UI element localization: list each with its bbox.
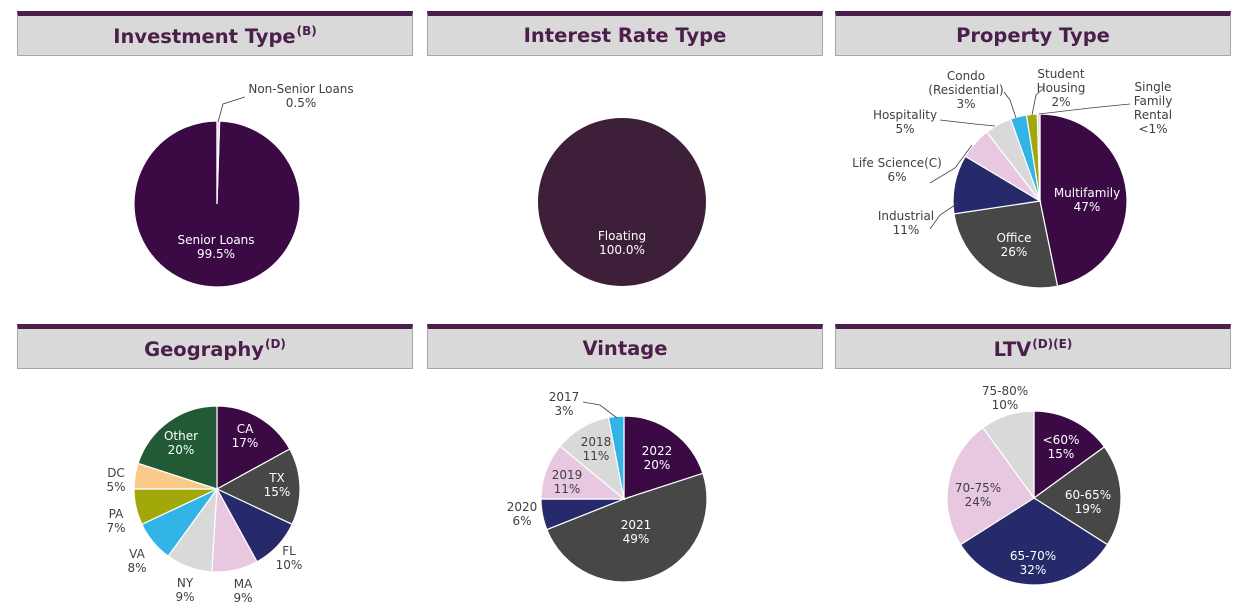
vintage-leader-2017 bbox=[582, 401, 618, 419]
property-type-label-hospitality: Hospitality 5% bbox=[873, 108, 937, 136]
property-type-label-multifamily: Multifamily 47% bbox=[1054, 186, 1120, 214]
investment-type-title: Investment Type(B) bbox=[113, 23, 317, 48]
ltv-d-e-slice-75-80 bbox=[982, 410, 1035, 500]
interest-rate-type-slice-floating bbox=[537, 118, 706, 286]
geography-d-label-va: VA 8% bbox=[127, 547, 146, 575]
ltv-d-e-label-65-70: 65-70% 32% bbox=[1010, 549, 1056, 577]
ltv-header: LTV(D)(E) bbox=[835, 324, 1231, 369]
ltv-d-e-slice-60 bbox=[1033, 410, 1106, 500]
property-type-leader-condo-residential bbox=[1003, 91, 1017, 119]
property-type-label-single-family-rental: Single Family Rental <1% bbox=[1134, 80, 1173, 136]
vintage-header: Vintage bbox=[427, 324, 823, 369]
geography-d-label-tx: TX 15% bbox=[264, 471, 291, 499]
property-type-label-life-science-c: Life Science(C) 6% bbox=[852, 156, 942, 184]
property-type-label-condo-residential: Condo (Residential) 3% bbox=[928, 69, 1003, 111]
vintage-slice-2017 bbox=[607, 415, 625, 500]
investment-type-footnote: (B) bbox=[296, 23, 317, 38]
investment-type-b-label-senior-loans: Senior Loans 99.5% bbox=[177, 233, 254, 261]
ltv-d-e-label-70-75: 70-75% 24% bbox=[955, 481, 1001, 509]
vintage-slice-2022 bbox=[623, 415, 704, 500]
vintage-label-2019: 2019 11% bbox=[552, 468, 583, 496]
ltv-d-e-label-60: <60% 15% bbox=[1043, 433, 1080, 461]
property-type-leader-student-housing bbox=[1031, 87, 1045, 116]
geography-title: Geography(D) bbox=[144, 336, 286, 361]
vintage-label-2022: 2022 20% bbox=[642, 444, 673, 472]
vintage-slice-2021 bbox=[546, 472, 708, 583]
vintage-label-2018: 2018 11% bbox=[581, 435, 612, 463]
geography-header: Geography(D) bbox=[17, 324, 413, 369]
interest-rate-type-title: Interest Rate Type bbox=[523, 24, 727, 47]
geography-d-label-fl: FL 10% bbox=[276, 544, 303, 572]
ltv-d-e-slice-60-65 bbox=[1032, 446, 1122, 546]
vintage-title: Vintage bbox=[582, 337, 668, 360]
property-type-header: Property Type bbox=[835, 11, 1231, 56]
geography-d-label-ma: MA 9% bbox=[233, 577, 253, 605]
ltv-title: LTV(D)(E) bbox=[993, 336, 1073, 361]
geography-footnote: (D) bbox=[264, 336, 286, 351]
ltv-d-e-slice-70-75 bbox=[946, 426, 1035, 546]
property-type-slice-office bbox=[953, 200, 1059, 289]
investment-type-header: Investment Type(B) bbox=[17, 11, 413, 56]
ltv-d-e-slice-65-70 bbox=[959, 497, 1109, 586]
property-type-slice-multifamily bbox=[1039, 113, 1128, 287]
geography-d-label-dc: DC 5% bbox=[106, 466, 125, 494]
interest-rate-type-label-floating: Floating 100.0% bbox=[598, 229, 646, 257]
geography-d-slice-ca bbox=[216, 405, 291, 491]
ltv-d-e-label-60-65: 60-65% 19% bbox=[1065, 488, 1111, 516]
property-type-label-industrial: Industrial 11% bbox=[878, 209, 934, 237]
property-type-label-student-housing: Student Housing 2% bbox=[1037, 67, 1086, 109]
property-type-leader-single-family-rental bbox=[1038, 103, 1131, 115]
geography-d-label-other: Other 20% bbox=[164, 429, 198, 457]
geography-d-label-ca: CA 17% bbox=[232, 422, 259, 450]
geography-d-label-ny: NY 9% bbox=[175, 576, 194, 604]
property-type-leader-life-science-c bbox=[929, 144, 973, 184]
ltv-d-e-label-75-80: 75-80% 10% bbox=[982, 384, 1028, 412]
interest-rate-type-header: Interest Rate Type bbox=[427, 11, 823, 56]
property-type-title: Property Type bbox=[956, 24, 1110, 47]
property-type-label-office: Office 26% bbox=[996, 231, 1031, 259]
ltv-footnote: (D)(E) bbox=[1032, 336, 1073, 351]
geography-d-label-pa: PA 7% bbox=[106, 507, 125, 535]
vintage-label-2017: 2017 3% bbox=[549, 390, 580, 418]
investment-type-b-leader-non-senior-loans bbox=[217, 96, 246, 123]
vintage-label-2021: 2021 49% bbox=[621, 518, 652, 546]
geography-d-slice-other bbox=[137, 405, 218, 490]
property-type-leader-hospitality bbox=[939, 119, 996, 127]
investment-type-b-label-non-senior-loans: Non-Senior Loans 0.5% bbox=[248, 82, 353, 110]
geography-d-slice-tx bbox=[215, 448, 301, 526]
property-type-leader-industrial bbox=[929, 202, 959, 230]
vintage-label-2020: 2020 6% bbox=[507, 500, 538, 528]
